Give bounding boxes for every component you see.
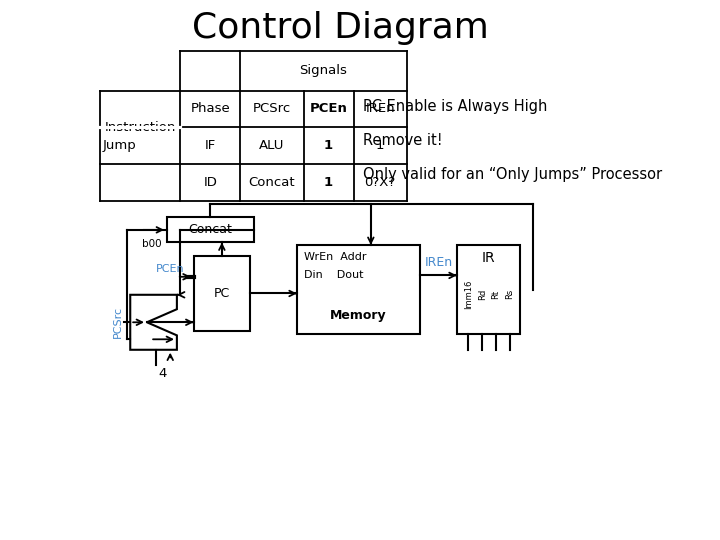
Text: Remove it!: Remove it! [364, 133, 443, 148]
Text: Rs: Rs [505, 289, 515, 299]
Text: Memory: Memory [330, 309, 387, 322]
Bar [167, 217, 253, 242]
Text: PCSrc: PCSrc [113, 306, 123, 339]
Text: b00: b00 [142, 239, 161, 249]
Text: Rt: Rt [492, 289, 500, 299]
Text: 1: 1 [324, 176, 333, 188]
Text: PCSrc: PCSrc [253, 103, 291, 116]
Text: IF: IF [204, 139, 216, 152]
Text: Din    Dout: Din Dout [304, 271, 363, 280]
Text: ID: ID [203, 176, 217, 188]
Bar [297, 245, 420, 334]
Text: Instruction: Instruction [104, 121, 176, 134]
Text: ALU: ALU [259, 139, 284, 152]
Text: 1: 1 [324, 139, 333, 152]
Text: Rd: Rd [477, 288, 487, 300]
Text: 1: 1 [376, 139, 384, 152]
Text: 4: 4 [158, 367, 167, 380]
Text: Signals: Signals [300, 64, 348, 77]
Text: Control Diagram: Control Diagram [192, 11, 489, 45]
Text: WrEn  Addr: WrEn Addr [304, 252, 366, 261]
Text: Phase: Phase [190, 103, 230, 116]
Text: 0?X?: 0?X? [364, 176, 396, 188]
Text: Imm16: Imm16 [464, 279, 473, 309]
Text: PC Enable is Always High: PC Enable is Always High [364, 99, 548, 114]
Text: Jump: Jump [102, 139, 136, 152]
Bar [456, 245, 520, 334]
Text: PCEn: PCEn [156, 264, 184, 274]
Text: IREn: IREn [424, 256, 453, 269]
Bar [194, 255, 251, 332]
Text: PCEn: PCEn [310, 103, 348, 116]
Text: IR: IR [482, 251, 495, 265]
Text: PC: PC [214, 287, 230, 300]
Text: Concat: Concat [248, 176, 295, 188]
Text: IREn: IREn [365, 103, 395, 116]
Text: Only valid for an “Only Jumps” Processor: Only valid for an “Only Jumps” Processor [364, 167, 662, 182]
Text: Concat: Concat [188, 224, 232, 237]
